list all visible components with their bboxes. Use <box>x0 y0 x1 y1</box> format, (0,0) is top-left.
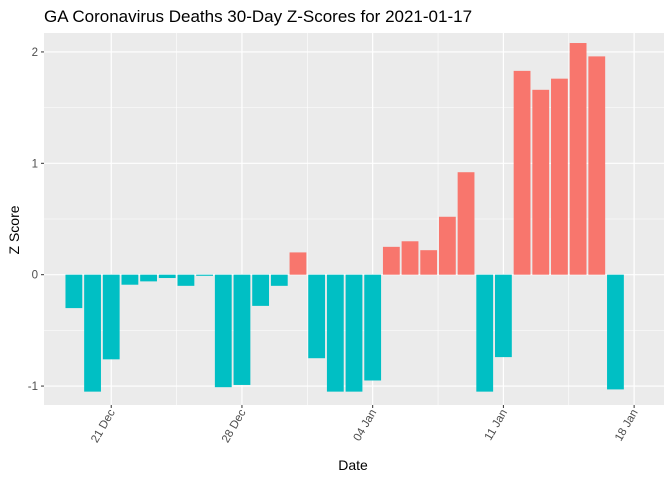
bar-2020-12-26 <box>196 274 214 276</box>
bar-2020-12-31 <box>289 252 307 275</box>
bar-2021-01-17 <box>607 274 624 390</box>
bar-2021-01-13 <box>532 89 550 275</box>
bar-2020-12-24 <box>158 274 176 279</box>
bar-2021-01-11 <box>494 274 512 358</box>
bar-2020-12-23 <box>140 274 157 282</box>
bar-2020-12-20 <box>84 274 101 392</box>
bar-2021-01-07 <box>420 250 438 275</box>
bar-2021-01-01 <box>308 274 326 359</box>
y-tick-label: 1 <box>32 158 38 170</box>
bar-2021-01-06 <box>401 241 419 275</box>
bar-2021-01-09 <box>457 172 475 275</box>
x-axis-title: Date <box>338 457 368 473</box>
x-tick-label: 18 Jan <box>613 408 641 444</box>
bar-2020-12-29 <box>252 274 270 306</box>
bar-2021-01-05 <box>382 246 400 275</box>
y-tick-label: 0 <box>32 270 38 282</box>
x-tick-label: 04 Jan <box>352 408 380 444</box>
y-axis: -1 0 1 2 <box>28 47 44 393</box>
y-tick-label: 2 <box>32 47 38 59</box>
bar-2020-12-27 <box>214 274 232 388</box>
chart-title: GA Coronavirus Deaths 30-Day Z-Scores fo… <box>44 7 472 26</box>
bar-2021-01-12 <box>513 70 531 275</box>
bar-2021-01-04 <box>364 274 382 381</box>
bar-2021-01-08 <box>438 216 456 275</box>
bar-2021-01-10 <box>476 274 494 392</box>
x-axis: 21 Dec 28 Dec 04 Jan 11 Jan 18 Jan <box>89 405 641 445</box>
bar-2020-12-21 <box>102 274 120 360</box>
bar-2021-01-14 <box>551 78 568 275</box>
y-axis-title: Z Score <box>6 205 22 254</box>
x-tick-label: 11 Jan <box>483 408 510 443</box>
bars <box>65 43 624 392</box>
bar-2020-12-28 <box>233 274 251 385</box>
bar-2021-01-15 <box>569 43 587 275</box>
y-tick-label: -1 <box>28 381 38 393</box>
bar-2020-12-22 <box>121 274 139 285</box>
bar-2020-12-25 <box>177 274 195 286</box>
bar-2020-12-19 <box>65 274 83 309</box>
bar-2021-01-16 <box>588 56 606 275</box>
x-tick-label: 28 Dec <box>220 407 249 445</box>
bar-2020-12-30 <box>270 274 288 286</box>
bar-2021-01-03 <box>345 274 363 392</box>
bar-2021-01-02 <box>326 274 344 392</box>
x-tick-label: 21 Dec <box>89 407 118 445</box>
